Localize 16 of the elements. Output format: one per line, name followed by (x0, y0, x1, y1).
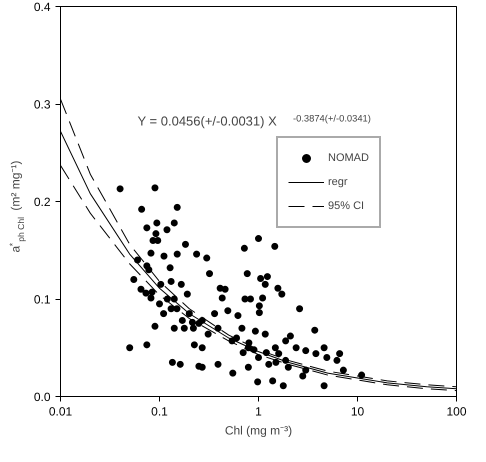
y-tick-label: 0.4 (34, 0, 51, 14)
y-tick-label: 0.2 (34, 195, 51, 209)
text: Y = 0.0456(+/-0.0031) X-0.3874(+/-0.0341) (138, 112, 371, 128)
x-tick-label: 10 (350, 404, 364, 418)
x-axis-title: Chl (mg m⁻³) (224, 424, 292, 438)
y-tick-label: 0.0 (34, 390, 51, 404)
x-tick-label: 0.1 (151, 404, 168, 418)
x-tick-label: 1 (255, 404, 262, 418)
y-tick-label: 0.3 (34, 98, 51, 112)
legend-label: NOMAD (328, 152, 369, 164)
legend-label: 95% CI (328, 200, 364, 212)
x-tick-label: 100 (446, 404, 467, 418)
y-tick-label: 0.1 (34, 292, 51, 306)
y-axis-title: a*ph Chl (m² mg⁻¹) (8, 160, 26, 252)
legend-label: regr (328, 176, 348, 188)
x-tick-label: 0.01 (48, 404, 73, 418)
